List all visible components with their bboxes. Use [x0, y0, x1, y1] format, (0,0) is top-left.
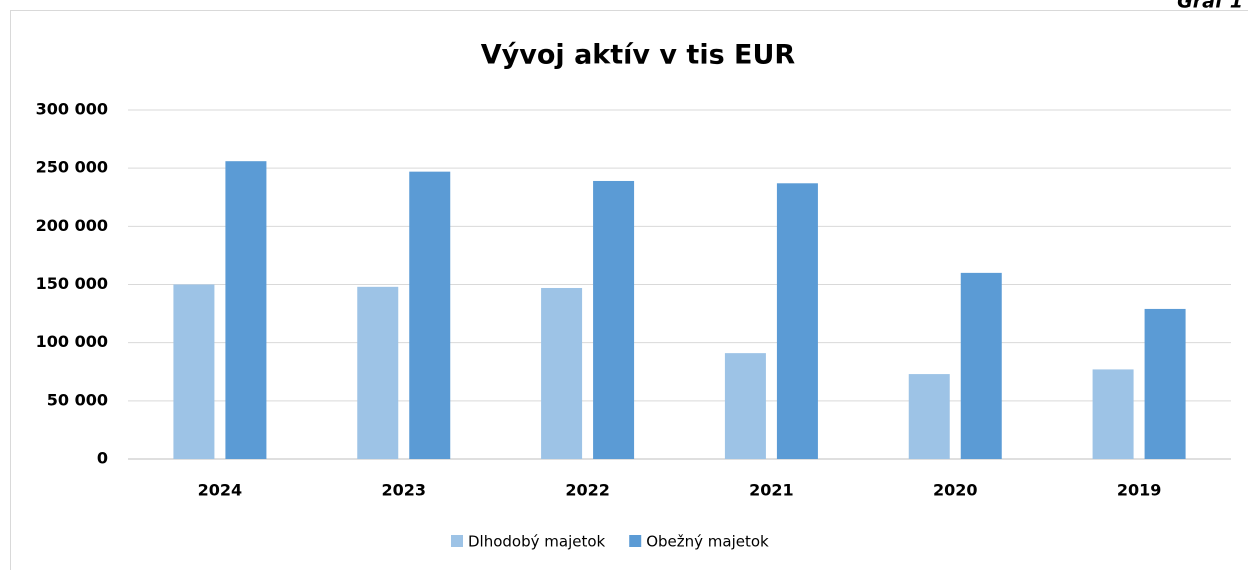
bar — [173, 284, 215, 459]
bar — [724, 353, 766, 459]
legend-swatch — [451, 535, 463, 547]
y-tick-label: 150 000 — [36, 274, 108, 293]
x-tick-label: 2019 — [1117, 481, 1162, 500]
chart-title: Vývoj aktív v tis EUR — [481, 40, 796, 71]
x-tick-label: 2022 — [565, 481, 610, 500]
y-tick-label: 100 000 — [36, 332, 108, 351]
bar — [357, 286, 399, 459]
x-tick-label: 2024 — [198, 481, 243, 500]
bar — [960, 272, 1002, 459]
x-tick-label: 2020 — [933, 481, 978, 500]
y-tick-label: 0 — [97, 449, 108, 468]
legend-swatch — [629, 535, 642, 547]
y-tick-label: 250 000 — [36, 158, 108, 177]
bar — [1144, 308, 1186, 459]
bar — [225, 161, 267, 460]
bar — [409, 171, 451, 459]
bar — [541, 287, 583, 459]
x-tick-label: 2021 — [749, 481, 794, 500]
y-tick-label: 200 000 — [36, 216, 108, 235]
bar — [908, 374, 950, 459]
legend-label: Dlhodobý majetok — [468, 533, 606, 551]
y-tick-label: 300 000 — [36, 100, 108, 119]
bar — [1092, 369, 1134, 459]
bar — [776, 183, 818, 460]
bar — [593, 180, 635, 460]
y-tick-label: 50 000 — [47, 390, 108, 409]
legend-label: Obežný majetok — [646, 533, 769, 551]
annotation: Graf 1 — [1177, 0, 1243, 13]
x-tick-label: 2023 — [381, 481, 426, 500]
